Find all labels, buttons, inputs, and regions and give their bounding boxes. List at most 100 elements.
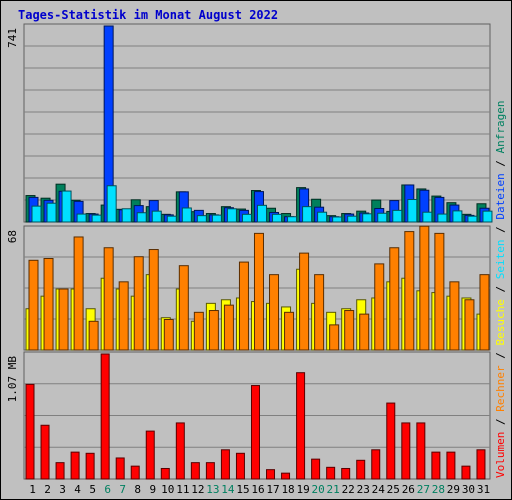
- bar-volumen-day-31: [476, 449, 486, 480]
- day-label: 7: [119, 483, 126, 496]
- bar-volumen-day-1: [25, 383, 35, 480]
- bar-seiten-day-16: [256, 204, 267, 223]
- day-axis: 1 2 3 4 5 6 7 8 9 10 11 12 13 14 15 16 17 18 19 20 21 22 23 24 2…: [29, 483, 490, 496]
- legend-separator: /: [494, 412, 507, 432]
- y-max-label: 68: [6, 230, 19, 243]
- bar-volumen-day-15: [235, 452, 245, 480]
- bar-seiten-day-24: [377, 212, 388, 223]
- day-label: 29: [447, 483, 460, 496]
- bar-rechner-day-17: [269, 274, 280, 351]
- day-label: 5: [89, 483, 96, 496]
- day-label: 30: [462, 483, 475, 496]
- day-label: 27: [417, 483, 430, 496]
- legend-item: Rechner: [494, 365, 507, 412]
- day-label: 21: [327, 483, 340, 496]
- bar-volumen-day-27: [416, 422, 426, 480]
- bar-rechner-day-11: [178, 265, 189, 351]
- day-label: 15: [236, 483, 249, 496]
- bar-volumen-day-26: [401, 422, 411, 480]
- bar-seiten-day-30: [467, 215, 478, 223]
- bar-seiten-day-31: [482, 210, 493, 223]
- bar-volumen-day-16: [250, 385, 260, 480]
- bar-volumen-day-20: [311, 458, 321, 480]
- legend: Volumen / Rechner / Besuche / Seiten / D…: [494, 100, 507, 478]
- chart-title: Tages-Statistik im Monat August 2022: [18, 8, 279, 22]
- bar-seiten-day-7: [121, 208, 132, 223]
- bar-rechner-day-21: [329, 324, 340, 351]
- bar-seiten-day-9: [151, 210, 162, 223]
- panel-middle: 68: [6, 225, 491, 351]
- day-label: 14: [221, 483, 235, 496]
- bar-rechner-day-12: [193, 311, 204, 351]
- bar-volumen-day-25: [386, 402, 396, 480]
- bar-rechner-day-31: [479, 274, 490, 351]
- bar-volumen-day-17: [266, 469, 276, 480]
- day-label: 22: [342, 483, 355, 496]
- bar-volumen-day-3: [55, 462, 65, 480]
- bar-seiten-day-18: [287, 216, 298, 223]
- bar-rechner-day-30: [464, 299, 475, 351]
- bar-seiten-day-8: [136, 212, 147, 223]
- bar-seiten-day-29: [452, 210, 463, 223]
- legend-item: Besuche: [494, 299, 507, 345]
- bar-seiten-day-2: [46, 202, 57, 223]
- bar-rechner-day-7: [118, 281, 129, 351]
- day-label: 19: [296, 483, 309, 496]
- bar-seiten-day-6: [106, 185, 117, 223]
- bar-seiten-day-15: [241, 213, 252, 223]
- bar-volumen-day-19: [296, 372, 306, 480]
- day-label: 4: [74, 483, 81, 496]
- day-label: 20: [312, 483, 325, 496]
- legend-item: Seiten: [494, 240, 507, 280]
- day-label: 26: [402, 483, 415, 496]
- bar-rechner-day-29: [449, 281, 460, 351]
- day-label: 13: [206, 483, 219, 496]
- bar-seiten-day-10: [166, 215, 177, 223]
- day-label: 2: [44, 483, 51, 496]
- bar-volumen-day-4: [70, 451, 80, 480]
- panel-bottom: 1.07 MB: [6, 351, 491, 480]
- bar-seiten-day-13: [211, 214, 222, 223]
- bar-volumen-day-23: [356, 459, 366, 480]
- day-label: 25: [387, 483, 400, 496]
- bar-seiten-day-19: [302, 206, 313, 223]
- day-label: 8: [134, 483, 141, 496]
- day-label: 23: [357, 483, 370, 496]
- day-label: 9: [149, 483, 156, 496]
- bar-rechner-day-16: [253, 232, 264, 351]
- bar-rechner-day-19: [299, 252, 310, 351]
- bar-seiten-day-11: [181, 207, 192, 223]
- bar-seiten-day-12: [196, 215, 207, 223]
- bar-rechner-day-20: [314, 274, 325, 351]
- legend-text: Volumen / Rechner / Besuche / Seiten / D…: [494, 100, 507, 478]
- bar-seiten-day-23: [362, 213, 373, 223]
- panels: 741 68 1.07 MB: [6, 23, 493, 480]
- day-label: 18: [281, 483, 294, 496]
- day-label: 1: [29, 483, 36, 496]
- bar-rechner-day-8: [133, 256, 144, 351]
- day-label: 6: [104, 483, 111, 496]
- bar-seiten-day-5: [91, 214, 102, 223]
- bar-seiten-day-26: [407, 199, 418, 223]
- y-max-label: 741: [6, 28, 19, 48]
- bar-seiten-day-20: [317, 211, 328, 223]
- bar-seiten-day-4: [76, 213, 87, 223]
- bar-rechner-day-24: [374, 263, 385, 351]
- legend-item: Dateien: [494, 173, 507, 219]
- day-label: 24: [372, 483, 386, 496]
- y-max-label: 1.07 MB: [6, 356, 19, 403]
- legend-separator: /: [494, 346, 507, 366]
- bar-rechner-day-13: [208, 310, 219, 351]
- bar-rechner-day-10: [163, 319, 174, 351]
- bar-seiten-day-27: [422, 211, 433, 223]
- panel-top: 741: [6, 23, 493, 223]
- bar-volumen-day-12: [190, 462, 200, 480]
- legend-separator: /: [494, 153, 507, 173]
- bar-rechner-day-4: [73, 236, 84, 351]
- bar-volumen-day-18: [281, 472, 291, 480]
- bar-rechner-day-3: [58, 288, 69, 351]
- bar-seiten-day-22: [347, 215, 358, 223]
- bar-volumen-day-29: [446, 451, 456, 480]
- bar-rechner-day-1: [28, 259, 39, 351]
